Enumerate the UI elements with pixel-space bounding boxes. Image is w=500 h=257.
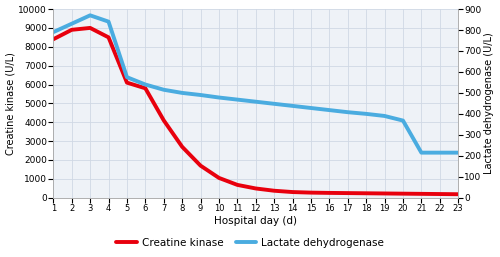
- Creatine kinase: [382, 192, 388, 195]
- Lactate dehydrogenase: [326, 108, 332, 112]
- Lactate dehydrogenase: [437, 151, 443, 154]
- Creatine kinase: [271, 189, 277, 192]
- Line: Lactate dehydrogenase: Lactate dehydrogenase: [54, 15, 458, 153]
- X-axis label: Hospital day (d): Hospital day (d): [214, 216, 297, 226]
- Lactate dehydrogenase: [253, 100, 259, 103]
- Creatine kinase: [198, 164, 203, 167]
- Lactate dehydrogenase: [234, 98, 240, 101]
- Creatine kinase: [400, 192, 406, 195]
- Creatine kinase: [253, 187, 259, 190]
- Creatine kinase: [179, 145, 185, 148]
- Lactate dehydrogenase: [418, 151, 424, 154]
- Y-axis label: Lactate dehydrogenase (U/L): Lactate dehydrogenase (U/L): [484, 33, 494, 174]
- Lactate dehydrogenase: [382, 114, 388, 117]
- Lactate dehydrogenase: [142, 83, 148, 86]
- Creatine kinase: [68, 28, 74, 31]
- Creatine kinase: [87, 26, 93, 30]
- Creatine kinase: [290, 190, 296, 194]
- Creatine kinase: [326, 191, 332, 195]
- Lactate dehydrogenase: [124, 76, 130, 79]
- Creatine kinase: [234, 183, 240, 186]
- Lactate dehydrogenase: [290, 104, 296, 107]
- Lactate dehydrogenase: [308, 106, 314, 109]
- Lactate dehydrogenase: [106, 20, 112, 23]
- Creatine kinase: [216, 176, 222, 179]
- Creatine kinase: [160, 119, 166, 122]
- Creatine kinase: [106, 36, 112, 39]
- Line: Creatine kinase: Creatine kinase: [54, 28, 458, 194]
- Lactate dehydrogenase: [271, 102, 277, 105]
- Lactate dehydrogenase: [179, 91, 185, 94]
- Lactate dehydrogenase: [216, 96, 222, 99]
- Creatine kinase: [308, 191, 314, 194]
- Creatine kinase: [363, 192, 369, 195]
- Lactate dehydrogenase: [50, 31, 56, 34]
- Lactate dehydrogenase: [455, 151, 461, 154]
- Creatine kinase: [418, 192, 424, 195]
- Creatine kinase: [142, 87, 148, 90]
- Creatine kinase: [437, 192, 443, 196]
- Legend: Creatine kinase, Lactate dehydrogenase: Creatine kinase, Lactate dehydrogenase: [112, 233, 388, 252]
- Lactate dehydrogenase: [198, 94, 203, 97]
- Lactate dehydrogenase: [87, 14, 93, 17]
- Creatine kinase: [50, 38, 56, 41]
- Lactate dehydrogenase: [68, 22, 74, 25]
- Lactate dehydrogenase: [363, 112, 369, 115]
- Lactate dehydrogenase: [400, 119, 406, 122]
- Lactate dehydrogenase: [160, 88, 166, 91]
- Creatine kinase: [124, 81, 130, 84]
- Lactate dehydrogenase: [345, 111, 351, 114]
- Creatine kinase: [455, 193, 461, 196]
- Creatine kinase: [345, 191, 351, 195]
- Y-axis label: Creatine kinase (U/L): Creatine kinase (U/L): [6, 52, 16, 155]
